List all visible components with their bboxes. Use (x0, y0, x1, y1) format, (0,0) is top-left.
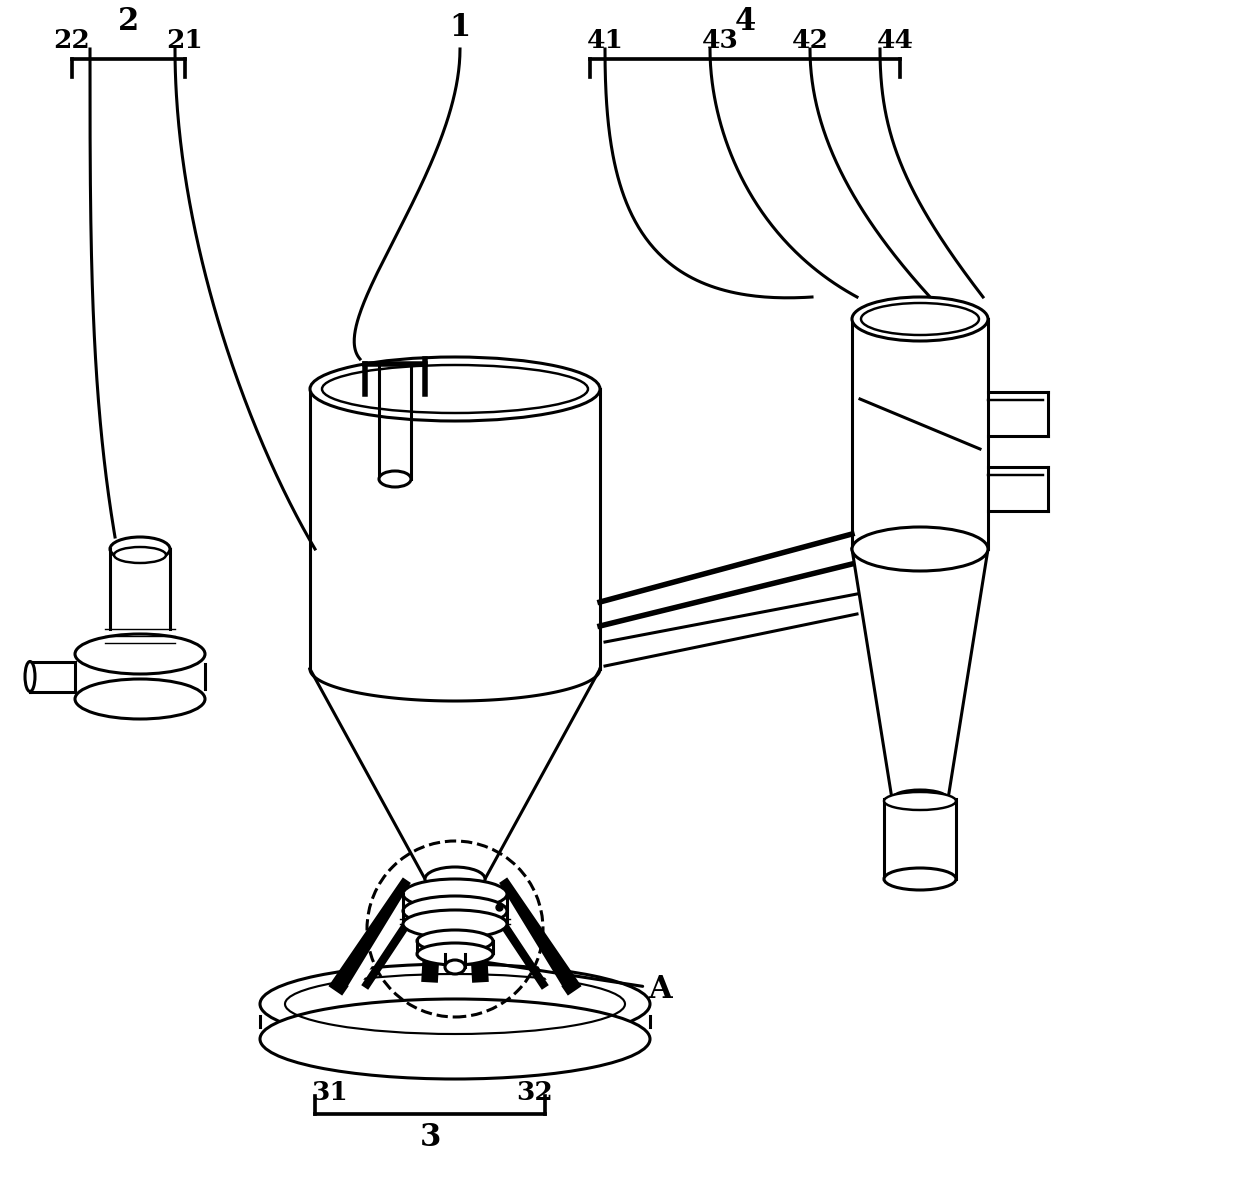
Ellipse shape (114, 547, 166, 564)
Ellipse shape (417, 930, 494, 952)
Ellipse shape (884, 792, 956, 810)
Ellipse shape (403, 910, 507, 938)
Ellipse shape (25, 661, 35, 692)
Text: 22: 22 (53, 29, 91, 54)
Text: 43: 43 (702, 29, 739, 54)
Text: 21: 21 (166, 29, 203, 54)
Ellipse shape (403, 897, 507, 926)
Ellipse shape (892, 789, 949, 809)
Ellipse shape (260, 964, 650, 1044)
Ellipse shape (417, 943, 494, 965)
Text: 2: 2 (118, 6, 139, 37)
Ellipse shape (74, 679, 205, 719)
Ellipse shape (74, 634, 205, 674)
Ellipse shape (445, 960, 465, 974)
Text: 41: 41 (587, 29, 624, 54)
Ellipse shape (310, 357, 600, 421)
Ellipse shape (425, 867, 485, 891)
Ellipse shape (884, 868, 956, 891)
Text: 1: 1 (449, 12, 470, 43)
Text: 31: 31 (311, 1080, 348, 1105)
Text: 3: 3 (419, 1121, 440, 1152)
Ellipse shape (322, 365, 588, 413)
Ellipse shape (852, 297, 988, 341)
Ellipse shape (260, 999, 650, 1078)
Text: 42: 42 (791, 29, 828, 54)
Ellipse shape (852, 527, 988, 571)
Ellipse shape (861, 303, 980, 335)
Text: 44: 44 (877, 29, 914, 54)
Text: 4: 4 (734, 6, 755, 37)
Ellipse shape (379, 471, 410, 487)
Text: 32: 32 (517, 1080, 553, 1105)
Text: A: A (471, 956, 672, 1005)
Ellipse shape (403, 879, 507, 910)
Ellipse shape (110, 537, 170, 561)
